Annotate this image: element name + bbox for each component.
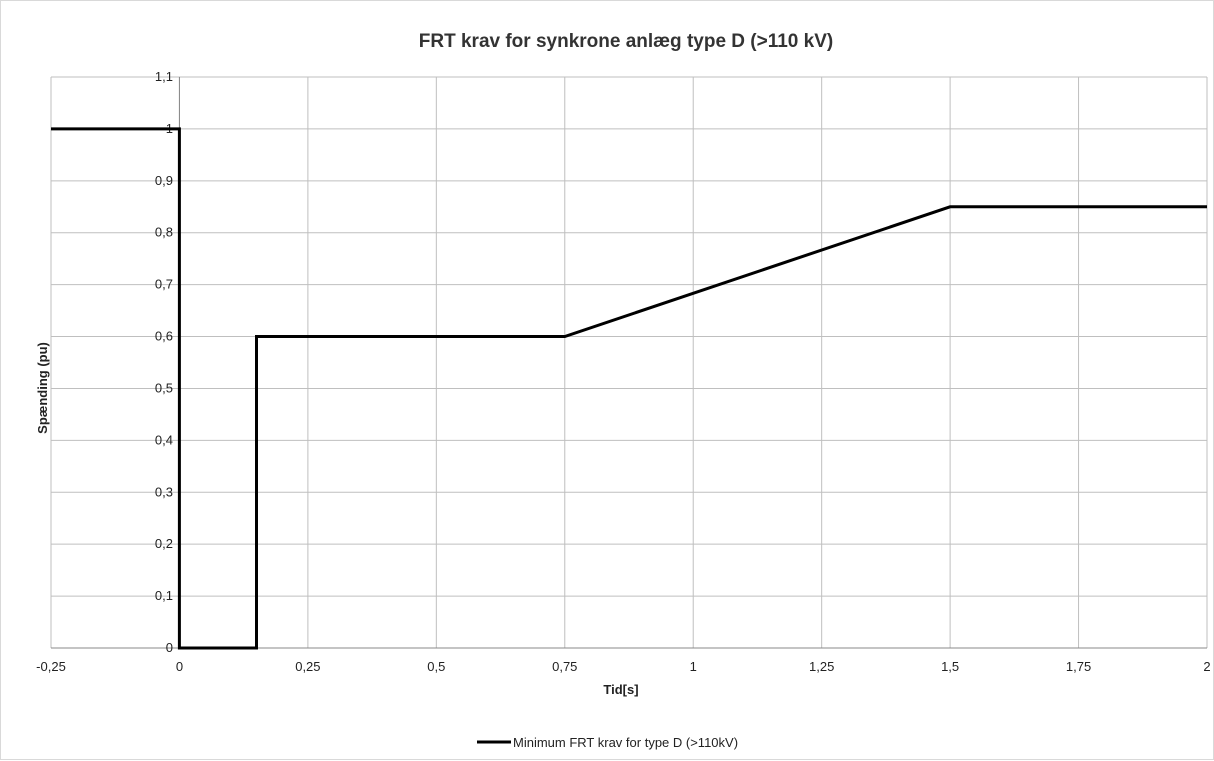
y-tick-label: 0,5 (155, 380, 173, 395)
y-tick-label: 0,3 (155, 484, 173, 499)
chart-title: FRT krav for synkrone anlæg type D (>110… (419, 31, 833, 52)
x-tick-label: 0,75 (552, 659, 577, 674)
y-tick-labels: 00,10,20,30,40,50,60,70,80,911,1 (155, 69, 173, 655)
axes (51, 77, 1207, 649)
grid-lines (50, 76, 1208, 649)
x-tick-label: 2 (1203, 659, 1210, 674)
y-tick-label: 0,7 (155, 277, 173, 292)
x-tick-label: 0,25 (295, 659, 320, 674)
y-axis-title: Spænding (pu) (35, 342, 50, 434)
x-tick-label: 1,25 (809, 659, 834, 674)
x-tick-labels: -0,25 0 0,25 0,5 0,75 1 1,25 1,5 1,75 2 (36, 659, 1210, 674)
x-tick-label: 0 (176, 659, 183, 674)
series-line-frt-requirement (51, 127, 1207, 650)
series-layer (51, 127, 1207, 650)
x-axis-title: Tid[s] (603, 682, 638, 697)
y-tick-label: 0,1 (155, 588, 173, 603)
legend-label: Minimum FRT krav for type D (>110kV) (513, 735, 738, 750)
y-tick-label: 0,8 (155, 225, 173, 240)
y-tick-label: 0,6 (155, 329, 173, 344)
x-tick-label: 0,5 (427, 659, 445, 674)
y-tick-label: 0,4 (155, 432, 173, 447)
x-tick-label: 1,75 (1066, 659, 1091, 674)
y-tick-label: 0 (166, 640, 173, 655)
legend: Minimum FRT krav for type D (>110kV) (477, 735, 738, 750)
x-tick-label: -0,25 (36, 659, 66, 674)
y-tick-label: 0,2 (155, 536, 173, 551)
y-tick-label: 1,1 (155, 69, 173, 84)
y-tick-label: 0,9 (155, 173, 173, 188)
x-tick-label: 1 (690, 659, 697, 674)
x-tick-label: 1,5 (941, 659, 959, 674)
